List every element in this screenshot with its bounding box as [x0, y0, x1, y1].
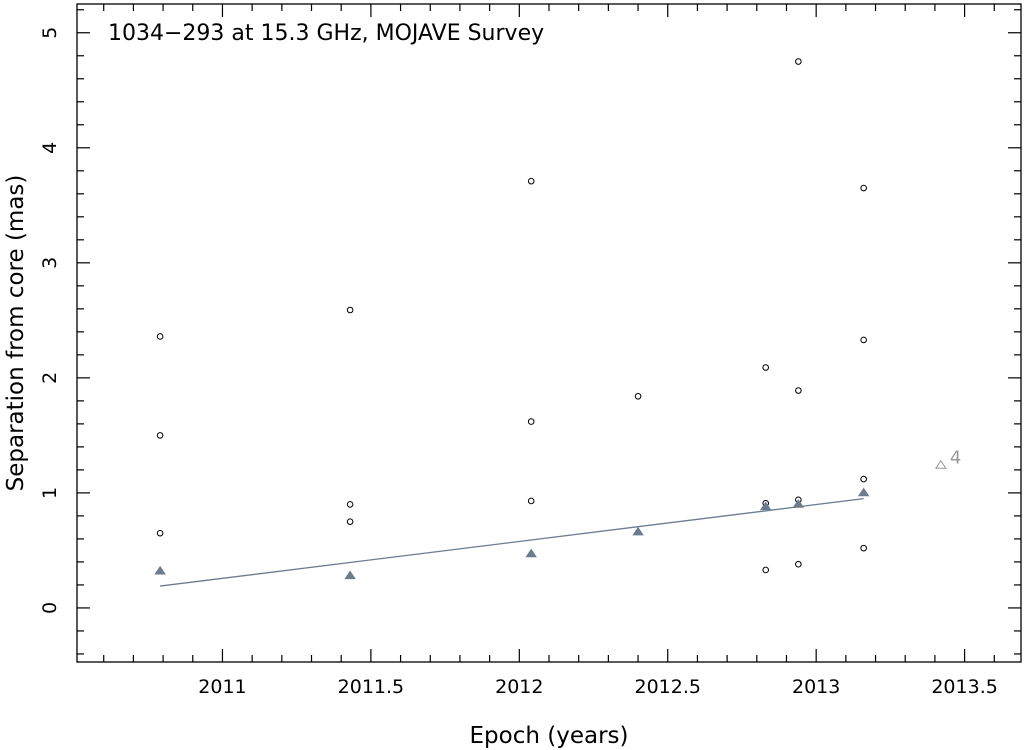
data-point [527, 418, 535, 425]
data-point [346, 306, 354, 314]
chart-title: 1034−293 at 15.3 GHz, MOJAVE Survey [108, 21, 544, 46]
data-point [762, 364, 770, 371]
data-point [795, 560, 802, 568]
x-tick-label: 2012 [495, 676, 543, 698]
x-tick-label: 2011.5 [338, 676, 404, 698]
data-point [860, 475, 867, 483]
y-tick-label: 2 [39, 372, 61, 384]
y-axis-ticks: 0 1 2 3 4 5 [39, 9, 1021, 655]
triangle-point [344, 570, 356, 580]
y-tick-label: 5 [39, 27, 61, 39]
data-point [762, 566, 770, 574]
x-tick-label: 2013 [792, 676, 840, 698]
data-point [795, 387, 802, 394]
data-point [346, 501, 354, 508]
triangle-point [759, 501, 772, 511]
y-axis-title: Separation from core (mas) [3, 175, 29, 492]
data-point [156, 333, 164, 340]
y-tick-label: 4 [39, 142, 61, 154]
data-point [795, 58, 802, 65]
triangle-point [792, 499, 805, 508]
triangle-point [632, 526, 644, 536]
plot-frame [76, 3, 1022, 663]
data-points: 4 [154, 58, 961, 580]
open-triangle-point [934, 459, 947, 469]
y-tick-label: 0 [39, 602, 61, 614]
data-point [346, 518, 354, 525]
y-tick-label: 3 [39, 257, 61, 269]
data-point [156, 432, 164, 439]
triangle-point [525, 548, 537, 558]
component-label: 4 [950, 447, 961, 468]
x-tick-label: 2011 [198, 676, 246, 698]
triangle-point [154, 565, 166, 575]
data-point [860, 544, 867, 552]
triangle-point [857, 487, 870, 497]
x-axis-ticks: 2011 2011.5 2012 2012.5 2013 2013.5 [103, 4, 998, 698]
data-point [527, 497, 535, 505]
x-tick-label: 2012.5 [634, 676, 700, 698]
data-point [860, 184, 867, 192]
data-point [634, 392, 642, 400]
data-point [527, 177, 535, 185]
x-tick-label: 2013.5 [931, 676, 997, 698]
y-tick-label: 1 [39, 487, 61, 499]
data-point [860, 336, 867, 344]
fit-line [160, 498, 864, 587]
data-point [156, 529, 164, 537]
x-axis-title: Epoch (years) [470, 723, 629, 749]
